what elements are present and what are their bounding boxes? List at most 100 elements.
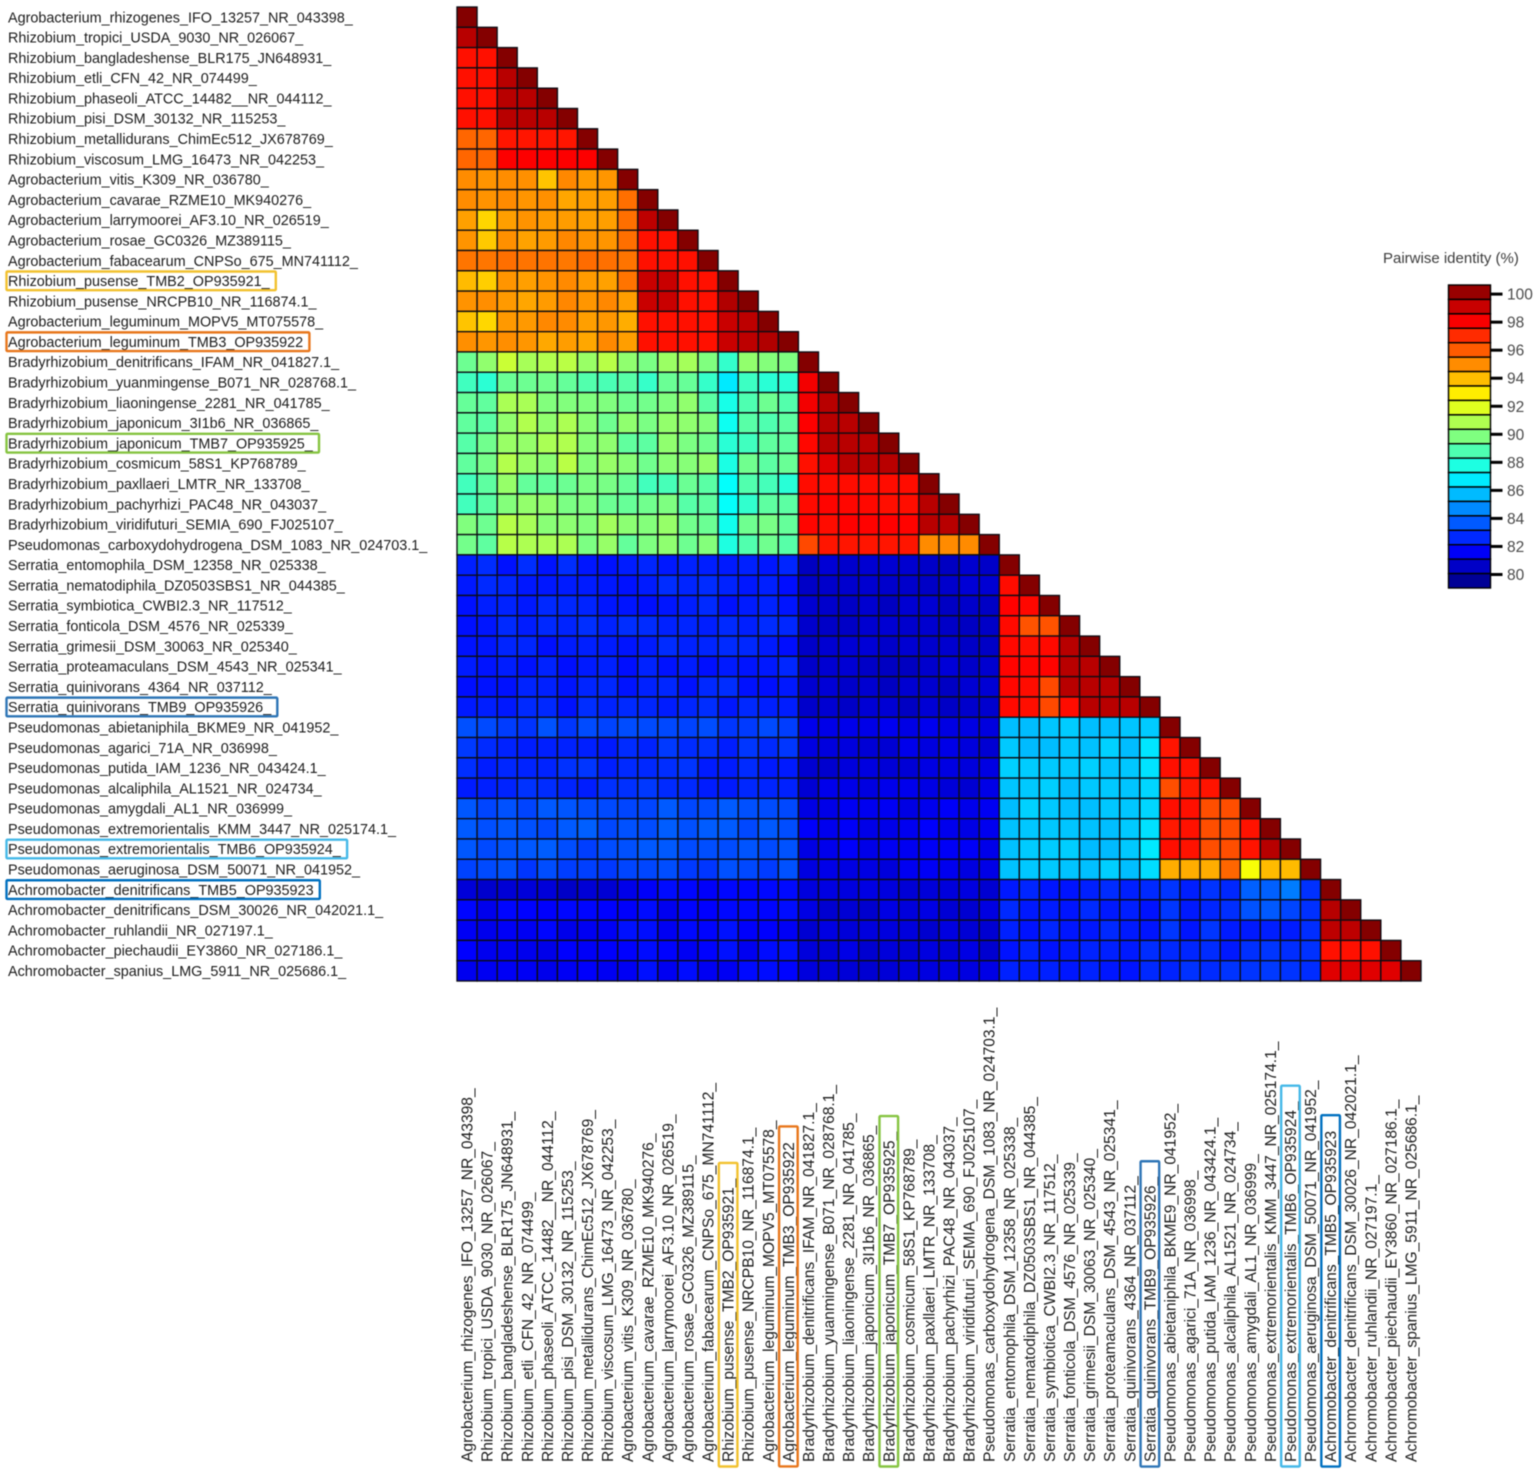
svg-text:Agrobacterium_cavarae_RZME10_M: Agrobacterium_cavarae_RZME10_MK940276_: [640, 1133, 657, 1462]
svg-text:96: 96: [1507, 343, 1524, 360]
svg-text:Achromobacter_ruhlandii_NR_027: Achromobacter_ruhlandii_NR_027197.1_: [8, 923, 274, 939]
svg-text:Rhizobium_metallidurans_ChimEc: Rhizobium_metallidurans_ChimEc512_JX6787…: [8, 132, 334, 148]
svg-text:Rhizobium_viscosum_LMG_16473_N: Rhizobium_viscosum_LMG_16473_NR_042253_: [8, 152, 325, 168]
svg-text:Serratia_proteamaculans_DSM_45: Serratia_proteamaculans_DSM_4543_NR_0253…: [8, 660, 343, 676]
svg-text:Agrobacterium_leguminum_MOPV5_: Agrobacterium_leguminum_MOPV5_MT075578_: [8, 315, 324, 331]
svg-text:Bradyrhizobium_japonicum_TMB7_: Bradyrhizobium_japonicum_TMB7_OP935925_: [8, 436, 314, 452]
svg-text:Achromobacter_denitrificans_DS: Achromobacter_denitrificans_DSM_30026_NR…: [8, 903, 384, 919]
svg-text:Pseudomonas_carboxydohydrogena: Pseudomonas_carboxydohydrogena_DSM_1083_…: [982, 1007, 999, 1462]
svg-text:Serratia_grimesii_DSM_30063_NR: Serratia_grimesii_DSM_30063_NR_025340_: [8, 639, 298, 655]
svg-text:Pseudomonas_aeruginosa_DSM_500: Pseudomonas_aeruginosa_DSM_50071_NR_0419…: [1303, 1080, 1320, 1462]
svg-text:Serratia_quinivorans_TMB9_OP93: Serratia_quinivorans_TMB9_OP935926_: [1142, 1176, 1159, 1462]
svg-text:Bradyrhizobium_japonicum_3I1b6: Bradyrhizobium_japonicum_3I1b6_NR_036865…: [861, 1125, 878, 1462]
svg-text:Agrobacterium_cavarae_RZME10_M: Agrobacterium_cavarae_RZME10_MK940276_: [8, 193, 312, 209]
svg-text:Bradyrhizobium_denitrificans_I: Bradyrhizobium_denitrificans_IFAM_NR_041…: [8, 355, 340, 371]
svg-text:Agrobacterium_leguminum_MOPV5_: Agrobacterium_leguminum_MOPV5_MT075578_: [761, 1120, 778, 1462]
svg-text:Achromobacter_spanius_LMG_5911: Achromobacter_spanius_LMG_5911_NR_025686…: [8, 964, 347, 980]
svg-text:Pseudomonas_abietaniphila_BKME: Pseudomonas_abietaniphila_BKME9_NR_04195…: [1162, 1104, 1179, 1462]
svg-text:Bradyrhizobium_denitrificans_I: Bradyrhizobium_denitrificans_IFAM_NR_041…: [801, 1103, 818, 1462]
svg-text:Agrobacterium_larrymoorei_AF3.: Agrobacterium_larrymoorei_AF3.10_NR_0265…: [8, 213, 330, 229]
svg-text:Rhizobium_pisi_DSM_30132_NR_11: Rhizobium_pisi_DSM_30132_NR_115253_: [8, 112, 286, 128]
svg-text:Agrobacterium_leguminum_TMB3_O: Agrobacterium_leguminum_TMB3_OP935922: [781, 1142, 798, 1462]
svg-text:Agrobacterium_fabacearum_CNPSo: Agrobacterium_fabacearum_CNPSo_675_MN741…: [8, 254, 359, 270]
svg-text:Pseudomonas_extremorientalis_T: Pseudomonas_extremorientalis_TMB6_OP9359…: [1283, 1101, 1300, 1462]
svg-text:Bradyrhizobium_paxllaeri_LMTR_: Bradyrhizobium_paxllaeri_LMTR_NR_133708_: [921, 1135, 938, 1462]
svg-text:Rhizobium_tropici_USDA_9030_NR: Rhizobium_tropici_USDA_9030_NR_026067_: [8, 31, 304, 47]
svg-text:80: 80: [1507, 567, 1525, 584]
svg-text:Agrobacterium_vitis_K309_NR_03: Agrobacterium_vitis_K309_NR_036780_: [8, 173, 270, 189]
svg-text:Pseudomonas_putida_IAM_1236_NR: Pseudomonas_putida_IAM_1236_NR_043424.1_: [8, 761, 327, 777]
svg-text:Pseudomonas_alcaliphila_AL1521: Pseudomonas_alcaliphila_AL1521_NR_024734…: [8, 781, 323, 797]
svg-text:Achromobacter_denitrificans_DS: Achromobacter_denitrificans_DSM_30026_NR…: [1343, 1055, 1360, 1462]
svg-text:Bradyrhizobium_liaoningense_22: Bradyrhizobium_liaoningense_2281_NR_0417…: [8, 396, 331, 412]
svg-text:Pseudomonas_amygdali_AL1_NR_03: Pseudomonas_amygdali_AL1_NR_036999_: [8, 802, 293, 818]
svg-text:Pseudomonas_agarici_71A_NR_036: Pseudomonas_agarici_71A_NR_036998_: [1183, 1170, 1200, 1462]
svg-text:Agrobacterium_vitis_K309_NR_03: Agrobacterium_vitis_K309_NR_036780_: [620, 1179, 637, 1462]
svg-text:Agrobacterium_leguminum_TMB3_O: Agrobacterium_leguminum_TMB3_OP935922: [8, 335, 303, 351]
svg-text:Bradyrhizobium_viridifuturi_SE: Bradyrhizobium_viridifuturi_SEMIA_690_FJ…: [962, 1099, 979, 1462]
svg-text:Pseudomonas_alcaliphila_AL1521: Pseudomonas_alcaliphila_AL1521_NR_024734…: [1223, 1122, 1240, 1462]
svg-text:Bradyrhizobium_paxllaeri_LMTR_: Bradyrhizobium_paxllaeri_LMTR_NR_133708_: [8, 477, 311, 493]
svg-text:Agrobacterium_rhizogenes_IFO_1: Agrobacterium_rhizogenes_IFO_13257_NR_04…: [460, 1088, 477, 1462]
svg-text:Pseudomonas_agarici_71A_NR_036: Pseudomonas_agarici_71A_NR_036998_: [8, 741, 278, 757]
svg-text:Achromobacter_denitrificans_TM: Achromobacter_denitrificans_TMB5_OP93592…: [1323, 1131, 1340, 1462]
svg-text:Achromobacter_piechaudii_EY386: Achromobacter_piechaudii_EY3860_NR_02718…: [8, 944, 343, 960]
svg-text:Serratia_entomophila_DSM_12358: Serratia_entomophila_DSM_12358_NR_025338…: [1002, 1118, 1019, 1462]
svg-text:Pseudomonas_carboxydohydrogena: Pseudomonas_carboxydohydrogena_DSM_1083_…: [8, 538, 428, 554]
svg-text:98: 98: [1507, 315, 1524, 332]
svg-text:Bradyrhizobium_japonicum_TMB7_: Bradyrhizobium_japonicum_TMB7_OP935925_: [881, 1131, 898, 1462]
svg-text:Rhizobium_tropici_USDA_9030_NR: Rhizobium_tropici_USDA_9030_NR_026067_: [480, 1142, 497, 1462]
svg-text:Serratia_entomophila_DSM_12358: Serratia_entomophila_DSM_12358_NR_025338…: [8, 558, 327, 574]
svg-text:Bradyrhizobium_liaoningense_22: Bradyrhizobium_liaoningense_2281_NR_0417…: [841, 1113, 858, 1462]
svg-text:Bradyrhizobium_viridifuturi_SE: Bradyrhizobium_viridifuturi_SEMIA_690_FJ…: [8, 518, 343, 534]
svg-text:Bradyrhizobium_pachyrhizi_PAC4: Bradyrhizobium_pachyrhizi_PAC48_NR_04303…: [8, 497, 327, 513]
svg-text:Achromobacter_denitrificans_TM: Achromobacter_denitrificans_TMB5_OP93592…: [8, 883, 314, 899]
svg-text:Serratia_quinivorans_4364_NR_0: Serratia_quinivorans_4364_NR_037112_: [1122, 1176, 1139, 1462]
svg-text:82: 82: [1507, 539, 1524, 556]
svg-text:Rhizobium_pisi_DSM_30132_NR_11: Rhizobium_pisi_DSM_30132_NR_115253_: [560, 1161, 577, 1462]
svg-text:Rhizobium_etli_CFN_42_NR_07449: Rhizobium_etli_CFN_42_NR_074499_: [8, 71, 258, 87]
svg-text:Agrobacterium_rosae_GC0326_MZ3: Agrobacterium_rosae_GC0326_MZ389115_: [8, 233, 292, 249]
svg-text:Pseudomonas_amygdali_AL1_NR_03: Pseudomonas_amygdali_AL1_NR_036999_: [1243, 1154, 1260, 1462]
svg-text:Rhizobium_etli_CFN_42_NR_07449: Rhizobium_etli_CFN_42_NR_074499_: [520, 1192, 537, 1462]
svg-text:Pseudomonas_putida_IAM_1236_NR: Pseudomonas_putida_IAM_1236_NR_043424.1_: [1203, 1117, 1220, 1462]
svg-text:Serratia_symbiotica_CWBI2.3_NR: Serratia_symbiotica_CWBI2.3_NR_117512_: [1042, 1154, 1059, 1462]
svg-text:Pseudomonas_extremorientalis_K: Pseudomonas_extremorientalis_KMM_3447_NR…: [1263, 1041, 1280, 1462]
svg-text:Serratia_nematodiphila_DZ0503S: Serratia_nematodiphila_DZ0503SBS1_NR_044…: [8, 578, 346, 594]
svg-text:Rhizobium_viscosum_LMG_16473_N: Rhizobium_viscosum_LMG_16473_NR_042253_: [600, 1119, 617, 1462]
svg-text:Rhizobium_pusense_TMB2_OP93592: Rhizobium_pusense_TMB2_OP935921_: [8, 274, 271, 290]
svg-text:Serratia_nematodiphila_DZ0503S: Serratia_nematodiphila_DZ0503SBS1_NR_044…: [1022, 1097, 1039, 1462]
svg-text:Agrobacterium_fabacearum_CNPSo: Agrobacterium_fabacearum_CNPSo_675_MN741…: [701, 1083, 718, 1462]
svg-text:94: 94: [1507, 371, 1525, 388]
svg-text:90: 90: [1507, 427, 1525, 444]
svg-text:Serratia_symbiotica_CWBI2.3_NR: Serratia_symbiotica_CWBI2.3_NR_117512_: [8, 599, 293, 615]
svg-text:92: 92: [1507, 399, 1524, 416]
svg-text:Agrobacterium_rosae_GC0326_MZ3: Agrobacterium_rosae_GC0326_MZ389115_: [680, 1155, 697, 1462]
svg-text:Rhizobium_phaseoli_ATCC_14482_: Rhizobium_phaseoli_ATCC_14482__NR_044112…: [540, 1111, 557, 1462]
svg-text:Bradyrhizobium_pachyrhizi_PAC4: Bradyrhizobium_pachyrhizi_PAC48_NR_04303…: [942, 1117, 959, 1462]
svg-text:Bradyrhizobium_yuanmingense_B0: Bradyrhizobium_yuanmingense_B071_NR_0287…: [821, 1085, 838, 1462]
svg-text:Rhizobium_pusense_NRCPB10_NR_1: Rhizobium_pusense_NRCPB10_NR_116874.1_: [8, 294, 318, 310]
svg-text:Bradyrhizobium_cosmicum_58S1_K: Bradyrhizobium_cosmicum_58S1_KP768789_: [901, 1139, 918, 1462]
svg-text:86: 86: [1507, 483, 1524, 500]
svg-text:Bradyrhizobium_yuanmingense_B0: Bradyrhizobium_yuanmingense_B071_NR_0287…: [8, 376, 357, 392]
svg-text:Serratia_quinivorans_4364_NR_0: Serratia_quinivorans_4364_NR_037112_: [8, 680, 273, 696]
svg-text:Rhizobium_metallidurans_ChimEc: Rhizobium_metallidurans_ChimEc512_JX6787…: [580, 1110, 597, 1462]
svg-text:Serratia_quinivorans_TMB9_OP93: Serratia_quinivorans_TMB9_OP935926_: [8, 700, 272, 716]
svg-text:Serratia_fonticola_DSM_4576_NR: Serratia_fonticola_DSM_4576_NR_025339_: [8, 619, 294, 635]
svg-text:Rhizobium_bangladeshense_BLR17: Rhizobium_bangladeshense_BLR175_JN648931…: [8, 51, 332, 67]
svg-text:Bradyrhizobium_cosmicum_58S1_K: Bradyrhizobium_cosmicum_58S1_KP768789_: [8, 457, 307, 473]
svg-text:Pseudomonas_extremorientalis_K: Pseudomonas_extremorientalis_KMM_3447_NR…: [8, 822, 397, 838]
svg-text:Agrobacterium_rhizogenes_IFO_1: Agrobacterium_rhizogenes_IFO_13257_NR_04…: [8, 10, 354, 26]
svg-text:Pseudomonas_aeruginosa_DSM_500: Pseudomonas_aeruginosa_DSM_50071_NR_0419…: [8, 863, 361, 879]
svg-text:Rhizobium_pusense_NRCPB10_NR_1: Rhizobium_pusense_NRCPB10_NR_116874.1_: [741, 1127, 758, 1462]
svg-text:Rhizobium_phaseoli_ATCC_14482_: Rhizobium_phaseoli_ATCC_14482__NR_044112…: [8, 91, 332, 107]
svg-text:Achromobacter_spanius_LMG_5911: Achromobacter_spanius_LMG_5911_NR_025686…: [1403, 1095, 1420, 1462]
svg-text:Pseudomonas_extremorientalis_T: Pseudomonas_extremorientalis_TMB6_OP9359…: [8, 842, 342, 858]
svg-text:Rhizobium_pusense_TMB2_OP93592: Rhizobium_pusense_TMB2_OP935921_: [721, 1178, 738, 1462]
svg-text:Pseudomonas_abietaniphila_BKME: Pseudomonas_abietaniphila_BKME9_NR_04195…: [8, 720, 339, 736]
svg-text:Serratia_fonticola_DSM_4576_NR: Serratia_fonticola_DSM_4576_NR_025339_: [1062, 1153, 1079, 1462]
svg-text:Achromobacter_piechaudii_EY386: Achromobacter_piechaudii_EY3860_NR_02718…: [1383, 1099, 1400, 1462]
svg-text:Serratia_grimesii_DSM_30063_NR: Serratia_grimesii_DSM_30063_NR_025340_: [1082, 1149, 1099, 1462]
svg-text:84: 84: [1507, 511, 1525, 528]
